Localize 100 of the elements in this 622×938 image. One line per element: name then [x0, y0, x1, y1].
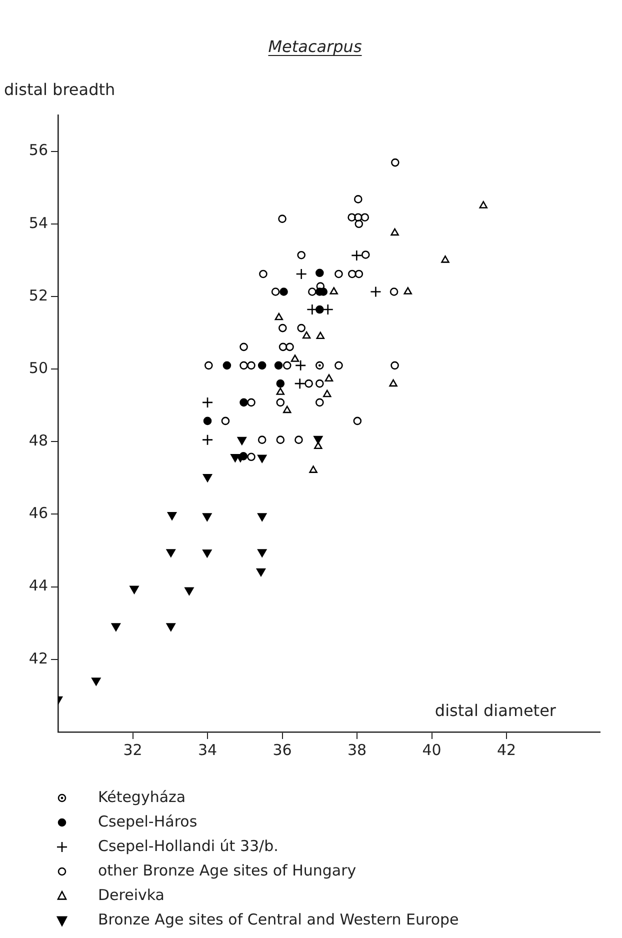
legend-label: Bronze Age sites of Central and Western Europe: [98, 910, 459, 928]
legend-label: Kétegyháza: [98, 788, 186, 806]
point: [351, 250, 362, 262]
point: [348, 270, 356, 278]
point: [348, 213, 356, 222]
point: [258, 549, 267, 558]
point: [203, 416, 212, 426]
point: [130, 586, 139, 594]
point: [370, 286, 382, 298]
y-axis-title: distal breadth: [4, 80, 116, 99]
point: [316, 398, 324, 407]
legend-label: Csepel-Hollandi út 33/b.: [98, 836, 278, 855]
point: [184, 587, 194, 596]
point: [111, 623, 120, 632]
point: [202, 434, 214, 446]
point: [202, 474, 212, 482]
point: [354, 270, 364, 278]
point: [221, 416, 230, 426]
point: [294, 378, 306, 390]
point: [296, 268, 307, 280]
point: [360, 213, 370, 222]
point: [278, 342, 288, 352]
point: [390, 228, 399, 236]
point: [334, 270, 343, 278]
point: [258, 454, 267, 463]
point: [361, 250, 370, 259]
point: [278, 324, 287, 332]
point: [239, 452, 248, 460]
point: [240, 342, 248, 352]
y-tick-label: 54: [28, 214, 48, 232]
legend-label: other Bronze Age sites of Hungary: [98, 861, 356, 880]
point: [271, 288, 280, 296]
point: [247, 361, 256, 370]
point: [247, 398, 256, 407]
point: [297, 250, 306, 260]
x-tick-label: 38: [347, 740, 367, 759]
point: [302, 331, 311, 339]
point: [278, 214, 286, 223]
point: [222, 361, 232, 370]
point: [322, 304, 334, 316]
y-tick-label: 56: [28, 141, 48, 160]
point: [276, 436, 285, 444]
point: [286, 342, 294, 352]
legend-label: Dereivka: [98, 886, 165, 904]
point: [202, 549, 212, 558]
point: [314, 442, 322, 450]
point: [389, 379, 398, 387]
point: [316, 332, 325, 340]
x-axis-title: distal diameter: [434, 701, 556, 720]
point: [354, 213, 362, 222]
point: [276, 379, 285, 388]
point: [258, 361, 266, 370]
chart-title: Metacarpus: [268, 37, 362, 56]
y-tick-label: 48: [28, 432, 48, 450]
point: [276, 398, 285, 407]
point: [316, 379, 324, 388]
point: [167, 512, 177, 520]
point: [290, 354, 300, 362]
point: [304, 379, 313, 388]
legend-label: Csepel-Háros: [98, 812, 198, 830]
point: [166, 549, 176, 558]
point: [390, 288, 398, 296]
point: [324, 374, 334, 382]
point: [274, 312, 284, 320]
point: [247, 452, 256, 462]
point: [316, 268, 324, 278]
point: [334, 361, 343, 370]
point: [297, 324, 306, 332]
point: [390, 361, 399, 370]
point: [323, 390, 332, 398]
y-tick-label: 52: [28, 286, 48, 304]
point: [283, 406, 292, 414]
point: [308, 288, 316, 296]
point: [309, 466, 318, 473]
point: [274, 361, 283, 370]
point: [353, 416, 362, 426]
point: [202, 396, 214, 408]
point: [240, 361, 248, 370]
point: [314, 436, 323, 444]
x-tick-label: 34: [198, 740, 218, 759]
point: [294, 436, 303, 444]
point: [259, 270, 268, 278]
point: [282, 361, 292, 370]
y-tick-label: 44: [28, 576, 48, 595]
x-tick-label: 40: [422, 740, 442, 759]
point: [316, 361, 324, 370]
point: [280, 288, 288, 296]
point: [258, 513, 267, 522]
point: [204, 361, 213, 370]
point: [479, 201, 488, 208]
point: [441, 256, 450, 263]
point: [202, 513, 212, 522]
y-tick-label: 42: [28, 649, 48, 668]
y-tick-label: 46: [28, 504, 48, 522]
point: [316, 305, 324, 314]
point: [404, 287, 412, 294]
y-tick-label: 50: [28, 358, 48, 377]
point: [294, 360, 306, 372]
point: [166, 623, 176, 632]
point: [258, 436, 266, 444]
